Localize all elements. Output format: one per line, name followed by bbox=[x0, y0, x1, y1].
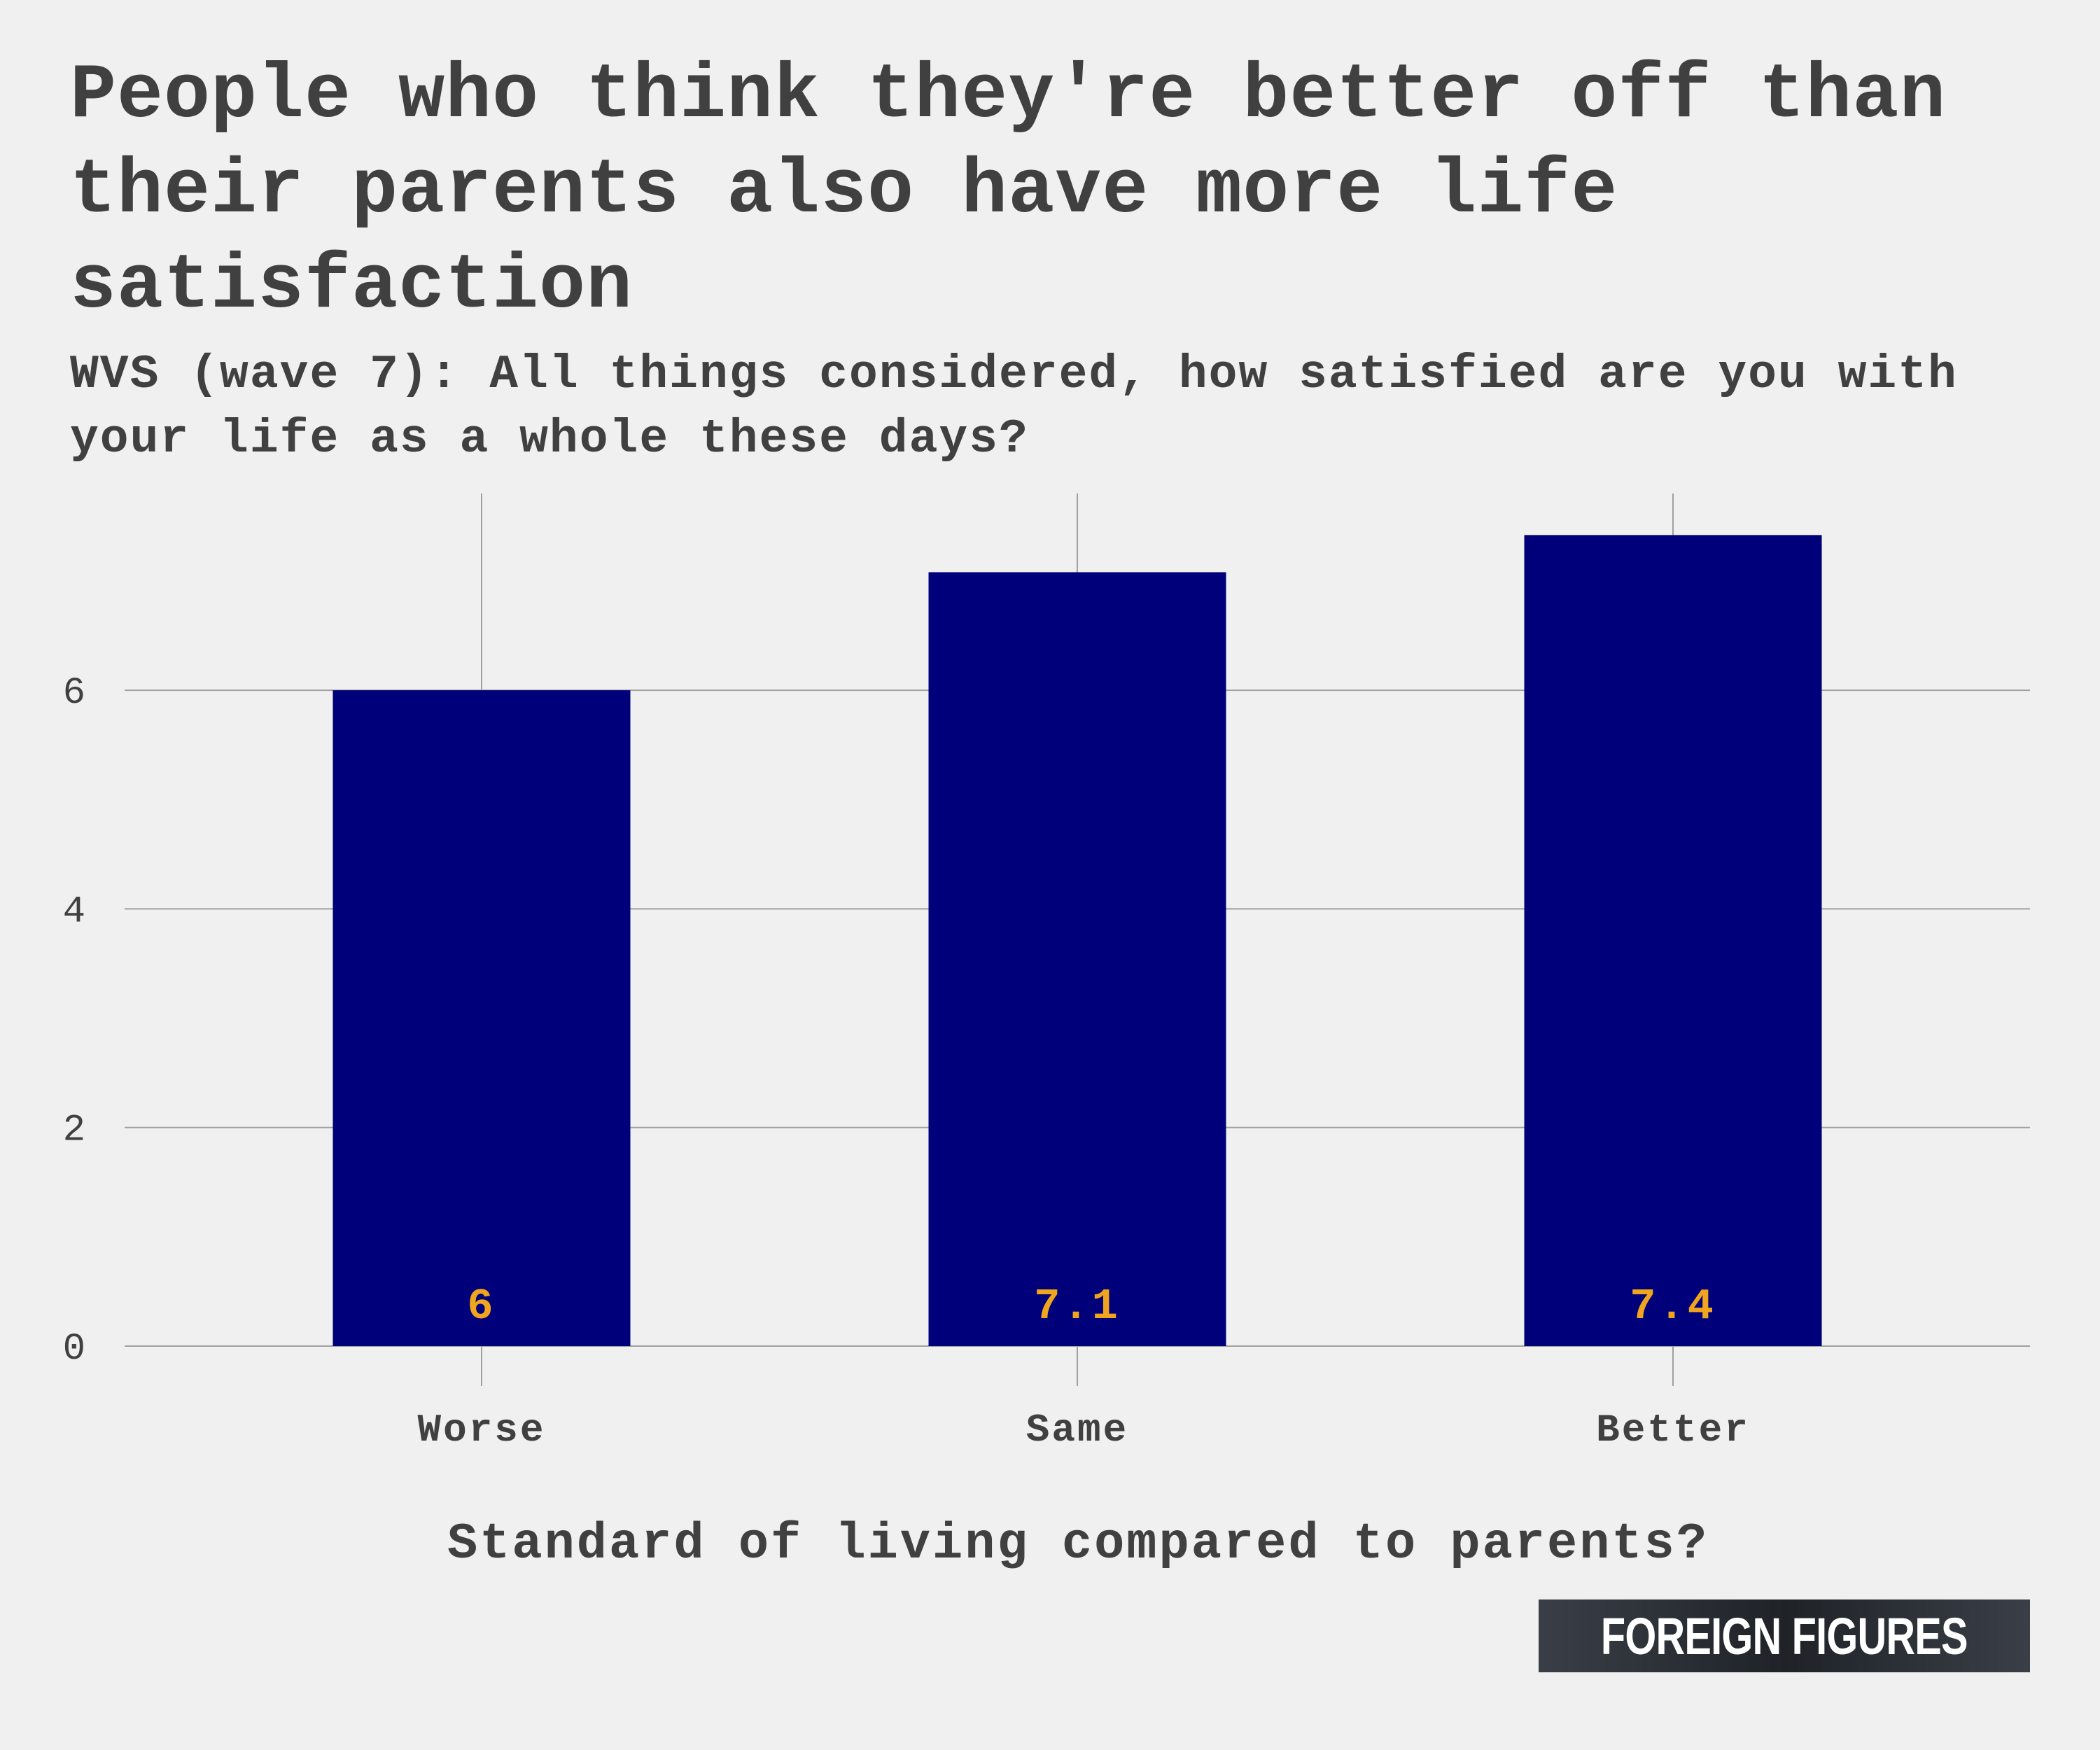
y-tick-label: 6 bbox=[63, 672, 85, 715]
chart-title: People who think they're better off than… bbox=[70, 52, 1947, 330]
y-tick-label: 0 bbox=[63, 1328, 85, 1371]
data-label: 7.1 bbox=[1034, 1282, 1121, 1331]
brand-logo: FOREIGN FIGURES bbox=[1539, 1600, 2030, 1672]
y-tick-label: 2 bbox=[63, 1110, 85, 1152]
x-tick-label: Better bbox=[1596, 1408, 1750, 1452]
x-axis-label: Standard of living compared to parents? bbox=[447, 1516, 1709, 1573]
bar-better bbox=[1524, 535, 1822, 1347]
data-label: 6 bbox=[467, 1282, 496, 1331]
chart-subtitle: WVS (wave 7): All things considered, how… bbox=[70, 348, 1958, 466]
bar-same bbox=[928, 572, 1226, 1346]
bar-worse bbox=[332, 690, 631, 1346]
x-tick-label: Same bbox=[1026, 1408, 1128, 1452]
data-label: 7.4 bbox=[1630, 1282, 1716, 1331]
brand-logo-text: FOREIGN FIGURES bbox=[1601, 1606, 1968, 1665]
x-tick-label: Worse bbox=[417, 1408, 545, 1452]
y-tick-label: 4 bbox=[63, 890, 85, 933]
